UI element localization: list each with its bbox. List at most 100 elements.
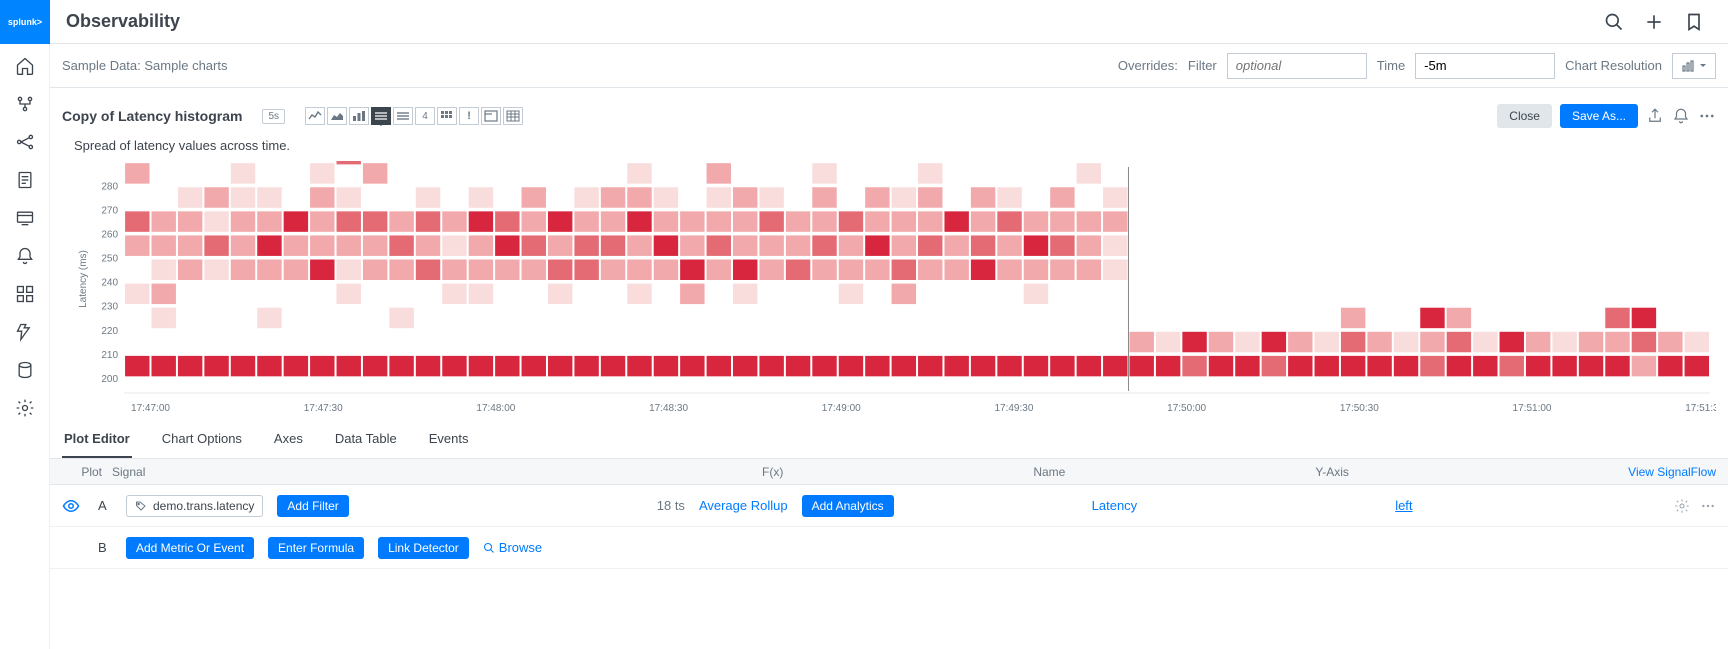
chart-type-list[interactable] (393, 107, 413, 125)
svg-text:240: 240 (101, 278, 118, 289)
data-icon[interactable] (15, 360, 35, 380)
search-icon (483, 542, 495, 554)
time-input[interactable] (1415, 53, 1555, 79)
browse-link[interactable]: Browse (483, 540, 542, 555)
plot-name[interactable]: Latency (1092, 498, 1138, 513)
svg-text:250: 250 (101, 254, 118, 265)
logo[interactable]: splunk> (0, 0, 50, 44)
col-signal: Signal (112, 465, 172, 479)
search-icon[interactable] (1604, 12, 1624, 32)
tag-icon (135, 500, 147, 512)
chart-type-selector: 4 ! (305, 107, 523, 125)
share-icon[interactable] (1646, 107, 1664, 125)
tab-data-table[interactable]: Data Table (333, 421, 399, 458)
add-metric-button[interactable]: Add Metric Or Event (126, 537, 254, 559)
tab-chart-options[interactable]: Chart Options (160, 421, 244, 458)
breadcrumb: Sample Data: Sample charts (62, 58, 227, 73)
svg-text:17:49:00: 17:49:00 (822, 403, 861, 414)
metric-pill[interactable]: demo.trans.latency (126, 495, 263, 517)
svg-text:220: 220 (101, 326, 118, 337)
svg-text:200: 200 (101, 374, 118, 385)
chart-area[interactable]: Latency (ms)2002102202302402502602702801… (50, 161, 1728, 421)
rum-icon[interactable] (15, 132, 35, 152)
bookmark-icon[interactable] (1684, 12, 1704, 32)
logs-icon[interactable] (15, 170, 35, 190)
home-icon[interactable] (15, 56, 35, 76)
resolution-label: Chart Resolution (1565, 58, 1662, 73)
plot-row-a: A demo.trans.latency Add Filter 18 ts Av… (50, 485, 1728, 527)
link-detector-button[interactable]: Link Detector (378, 537, 469, 559)
bell-icon[interactable] (1672, 107, 1690, 125)
tab-events[interactable]: Events (427, 421, 471, 458)
close-button[interactable]: Close (1497, 104, 1552, 128)
svg-text:17:47:00: 17:47:00 (131, 403, 170, 414)
chart-title: Copy of Latency histogram (62, 108, 242, 124)
svg-text:270: 270 (101, 205, 118, 216)
chart-type-event[interactable]: ! (459, 107, 479, 125)
svg-text:Latency (ms): Latency (ms) (78, 250, 89, 308)
add-analytics-button[interactable]: Add Analytics (802, 495, 894, 517)
tabs: Plot Editor Chart Options Axes Data Table Ev… (50, 421, 1728, 459)
time-label: Time (1377, 58, 1405, 73)
svg-text:230: 230 (101, 302, 118, 313)
app-title: Observability (50, 11, 180, 32)
dashboards-icon[interactable] (15, 284, 35, 304)
svg-text:17:50:30: 17:50:30 (1340, 403, 1379, 414)
col-yaxis: Y-Axis (1315, 465, 1349, 479)
chart-type-line[interactable] (305, 107, 325, 125)
svg-text:210: 210 (101, 350, 118, 361)
chart-description: Spread of latency values across time. (50, 132, 1728, 161)
chart-type-single[interactable]: 4 (415, 107, 435, 125)
add-filter-button[interactable]: Add Filter (277, 495, 348, 517)
save-as-button[interactable]: Save As... (1560, 104, 1638, 128)
metrics-icon[interactable] (15, 322, 35, 342)
chart-header: Copy of Latency histogram 5s 4 ! Close (50, 88, 1728, 132)
svg-text:17:48:00: 17:48:00 (476, 403, 515, 414)
resolution-dropdown[interactable] (1672, 53, 1716, 79)
yaxis-link[interactable]: left (1395, 498, 1412, 513)
plot-more-icon[interactable] (1700, 498, 1716, 514)
svg-text:17:47:30: 17:47:30 (304, 403, 343, 414)
chart-type-text[interactable] (481, 107, 501, 125)
settings-icon[interactable] (15, 398, 35, 418)
tab-axes[interactable]: Axes (272, 421, 305, 458)
chart-type-table[interactable] (503, 107, 523, 125)
tab-plot-editor[interactable]: Plot Editor (62, 421, 132, 458)
ts-count: 18 ts (657, 498, 685, 513)
alerts-icon[interactable] (15, 246, 35, 266)
plus-icon[interactable] (1644, 12, 1664, 32)
plot-row-b: B Add Metric Or Event Enter Formula Link… (50, 527, 1728, 569)
synthetics-icon[interactable] (15, 208, 35, 228)
chart-type-heatmap[interactable] (437, 107, 457, 125)
view-signalflow-link[interactable]: View SignalFlow (1628, 465, 1716, 479)
resolution-badge: 5s (262, 109, 285, 124)
plot-letter: A (98, 498, 112, 513)
filter-input[interactable] (1227, 53, 1367, 79)
chart-type-area[interactable] (327, 107, 347, 125)
filter-label: Filter (1188, 58, 1217, 73)
apm-icon[interactable] (15, 94, 35, 114)
more-icon[interactable] (1698, 107, 1716, 125)
chevron-down-icon (1699, 62, 1707, 70)
svg-text:17:50:00: 17:50:00 (1167, 403, 1206, 414)
topbar: splunk> Observability (0, 0, 1728, 44)
visibility-icon[interactable] (62, 497, 80, 515)
overrides-label: Overrides: (1118, 58, 1178, 73)
svg-text:17:49:30: 17:49:30 (994, 403, 1033, 414)
rollup-link[interactable]: Average Rollup (699, 498, 788, 513)
enter-formula-button[interactable]: Enter Formula (268, 537, 364, 559)
plot-letter: B (98, 540, 112, 555)
svg-text:17:51:00: 17:51:00 (1513, 403, 1552, 414)
left-nav (0, 44, 50, 649)
svg-text:17:51:30: 17:51:30 (1685, 403, 1716, 414)
plot-settings-icon[interactable] (1674, 498, 1690, 514)
chart-type-column[interactable] (349, 107, 369, 125)
col-fx: F(x) (762, 465, 783, 479)
svg-text:17:48:30: 17:48:30 (649, 403, 688, 414)
svg-text:280: 280 (101, 181, 118, 192)
col-plot: Plot (62, 465, 112, 479)
sub-header: Sample Data: Sample charts Overrides: Fi… (50, 44, 1728, 88)
plot-table-header: Plot Signal F(x) Name Y-Axis View Signal… (50, 459, 1728, 485)
col-name: Name (1033, 465, 1065, 479)
chart-type-histogram[interactable] (371, 107, 391, 125)
